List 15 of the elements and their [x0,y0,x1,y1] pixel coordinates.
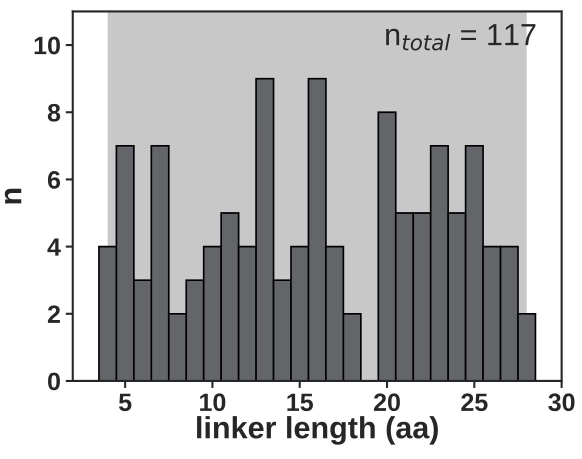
x-tick-label: 5 [118,394,132,412]
x-tick-label: 30 [548,393,575,412]
y-tick-label: 8 [48,104,60,122]
x-tick-label: 15 [287,394,313,412]
x-tick-label: 25 [461,393,488,412]
annotation: n$_{total}$ = 117 [386,24,536,50]
y-tick-label: 4 [47,238,61,256]
x-axis-title: linker length (aa) [197,416,438,445]
x-tick-label: 10 [200,393,226,412]
y-axis-title: n [4,188,22,204]
y-tick-label: 0 [48,372,60,390]
y-tick-label: 2 [48,305,60,323]
y-tick-label: 10 [34,36,60,54]
y-tick-label: 6 [48,171,60,189]
x-tick-label: 20 [374,393,400,412]
